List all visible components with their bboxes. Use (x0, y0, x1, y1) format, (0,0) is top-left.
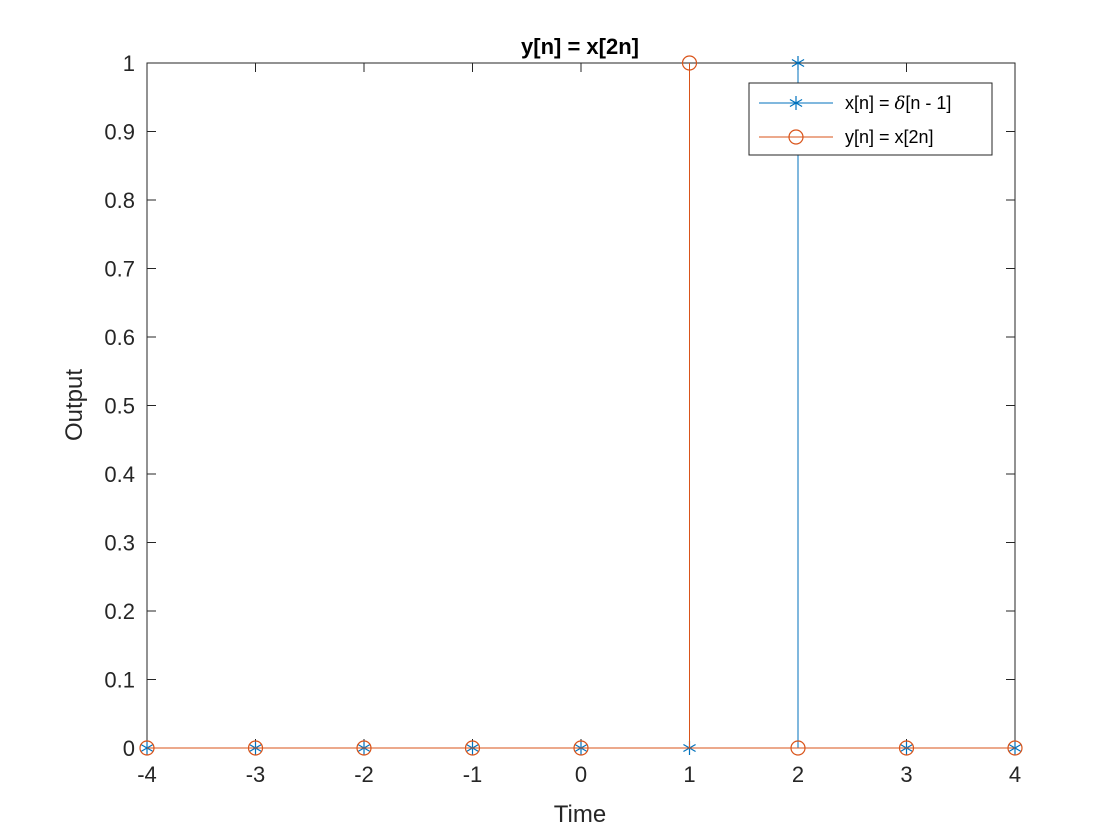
x-tick-label: 0 (575, 762, 587, 787)
legend: x[n] = δ[n - 1] y[n] = x[2n] (748, 82, 993, 156)
y-tick-label: 0.3 (104, 531, 135, 556)
axes-box (146, 62, 1016, 749)
legend-marker-x (789, 96, 803, 110)
y-axis-label: Output (61, 369, 88, 441)
stem-marker (464, 740, 481, 756)
y-tick-label: 1 (123, 51, 135, 76)
chart-title: y[n] = x[2n] (521, 34, 639, 59)
y-tick-label: 0 (123, 736, 135, 761)
legend-box (748, 82, 993, 156)
series-stems (139, 55, 1023, 756)
legend-label-x: x[n] = δ[n - 1] (845, 93, 951, 114)
x-axis-label: Time (554, 801, 606, 828)
y-tick-label: 0.2 (104, 599, 135, 624)
legend-asterisk-icon (789, 96, 803, 110)
x-tick-label: -2 (354, 762, 374, 787)
y-tick-label: 0.8 (104, 188, 135, 213)
axis-ticks (146, 62, 1016, 749)
stem-marker (356, 740, 372, 756)
x-tick-label: 2 (792, 762, 804, 787)
x-tick-label: 4 (1009, 762, 1021, 787)
legend-circle-icon (788, 129, 804, 145)
x-tick-label: 3 (900, 762, 912, 787)
x-tick-label: -4 (137, 762, 157, 787)
legend-marker-y (788, 129, 804, 145)
y-tick-label: 0.7 (104, 257, 135, 282)
y-tick-label: 0.9 (104, 120, 135, 145)
stem-marker (791, 56, 805, 70)
x-tick-label: -3 (246, 762, 266, 787)
legend-label-y: y[n] = x[2n] (845, 127, 934, 147)
stem-marker (247, 740, 264, 756)
y-tick-label: 0.5 (104, 394, 135, 419)
stem-marker (681, 55, 698, 71)
plot-area (146, 62, 1016, 749)
stem-marker (573, 740, 589, 756)
stem-marker (790, 740, 806, 756)
y-tick-label: 0.1 (104, 668, 135, 693)
series-1 (139, 55, 1023, 756)
axis-tick-labels: -4 -3 -2 -1 0 1 2 3 4 0 0.1 0.2 0.3 0.4 0.5 0.6 0.7 0.8 0.… (104, 51, 1021, 787)
stem-marker (139, 740, 155, 756)
stem-marker (1007, 740, 1023, 756)
y-tick-label: 0.4 (104, 462, 135, 487)
series-0 (140, 56, 1022, 755)
y-tick-label: 0.6 (104, 325, 135, 350)
stem-marker (898, 740, 915, 756)
x-tick-label: -1 (463, 762, 483, 787)
x-tick-label: 1 (683, 762, 695, 787)
